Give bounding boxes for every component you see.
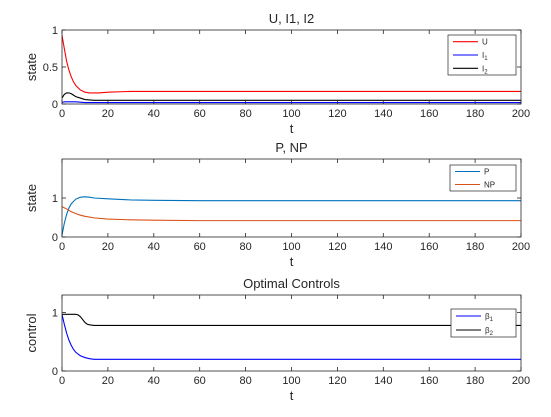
chart-title: Optimal Controls: [243, 276, 340, 291]
y-tick-label: 1: [52, 193, 58, 205]
x-tick-label: 140: [374, 108, 392, 120]
x-tick-label: 200: [512, 375, 530, 387]
plot-area: [62, 295, 521, 371]
x-tick-label: 100: [282, 108, 300, 120]
x-tick-label: 60: [194, 108, 206, 120]
series-line-1: [62, 314, 521, 360]
y-axis-label: control: [24, 313, 39, 352]
x-tick-label: 60: [194, 241, 206, 253]
legend-label: P: [484, 168, 489, 177]
x-tick-label: 140: [374, 375, 392, 387]
x-tick-label: 0: [59, 108, 65, 120]
x-tick-label: 200: [512, 241, 530, 253]
legend-label: U: [482, 38, 488, 47]
y-tick-label: 1: [52, 308, 58, 320]
y-tick-label: 0: [52, 99, 58, 111]
x-tick-label: 20: [102, 241, 114, 253]
x-tick-label: 160: [420, 108, 438, 120]
x-tick-label: 60: [194, 375, 206, 387]
y-axis-label: state: [24, 53, 39, 81]
legend-label: I2: [482, 64, 488, 75]
y-tick-label: 0.5: [43, 62, 58, 74]
series-line-3: [62, 92, 521, 101]
y-tick-label: 0: [52, 232, 58, 244]
series-line-1: [62, 35, 521, 94]
x-axis-label: t: [290, 388, 294, 403]
x-tick-label: 80: [239, 108, 251, 120]
x-tick-label: 120: [328, 241, 346, 253]
x-tick-label: 100: [282, 241, 300, 253]
series-line-1: [62, 196, 521, 236]
x-tick-label: 0: [59, 375, 65, 387]
plot-area: [62, 159, 521, 237]
legend: P NP: [449, 164, 517, 192]
x-tick-label: 20: [102, 108, 114, 120]
y-tick-label: 0: [52, 366, 58, 378]
x-tick-label: 40: [148, 375, 160, 387]
x-tick-label: 0: [59, 241, 65, 253]
x-tick-label: 120: [328, 375, 346, 387]
x-tick-label: 180: [466, 241, 484, 253]
y-axis-label: state: [24, 184, 39, 212]
legend-box: [450, 308, 517, 338]
y-tick-label: 1: [52, 25, 58, 37]
legend: U I1 I2: [447, 34, 517, 76]
x-tick-label: 20: [102, 375, 114, 387]
x-tick-label: 40: [148, 108, 160, 120]
chart-panel-2: P, NP 0 20 40 60 80 100 120 140 160 180 200 0 1 t state…: [24, 140, 530, 269]
chart-title: U, I1, I2: [269, 11, 315, 26]
legend-box: [449, 164, 517, 192]
chart-panel-1: U, I1, I2 0 20 40 60 80 100 120 140 160 180 200 0 0.5…: [24, 11, 530, 136]
legend-label: NP: [484, 181, 495, 190]
x-axis-label: t: [290, 254, 294, 269]
legend-label: β1: [485, 312, 494, 323]
x-tick-label: 160: [420, 375, 438, 387]
x-tick-label: 80: [239, 241, 251, 253]
x-axis-label: t: [290, 121, 294, 136]
x-tick-label: 120: [328, 108, 346, 120]
x-tick-label: 100: [282, 375, 300, 387]
x-tick-label: 40: [148, 241, 160, 253]
chart-panel-3: Optimal Controls 0 20 40 60 80 100 120 140 160 180…: [24, 276, 530, 403]
x-tick-label: 140: [374, 241, 392, 253]
series-line-2: [62, 313, 521, 326]
x-tick-label: 180: [466, 108, 484, 120]
series-line-2: [62, 206, 521, 222]
x-tick-label: 160: [420, 241, 438, 253]
series-line-2: [62, 101, 521, 104]
x-tick-label: 80: [239, 375, 251, 387]
x-tick-label: 180: [466, 375, 484, 387]
legend-label: I1: [482, 51, 488, 62]
x-tick-label: 200: [512, 108, 530, 120]
legend-label: β2: [485, 326, 494, 337]
chart-title: P, NP: [275, 140, 307, 155]
